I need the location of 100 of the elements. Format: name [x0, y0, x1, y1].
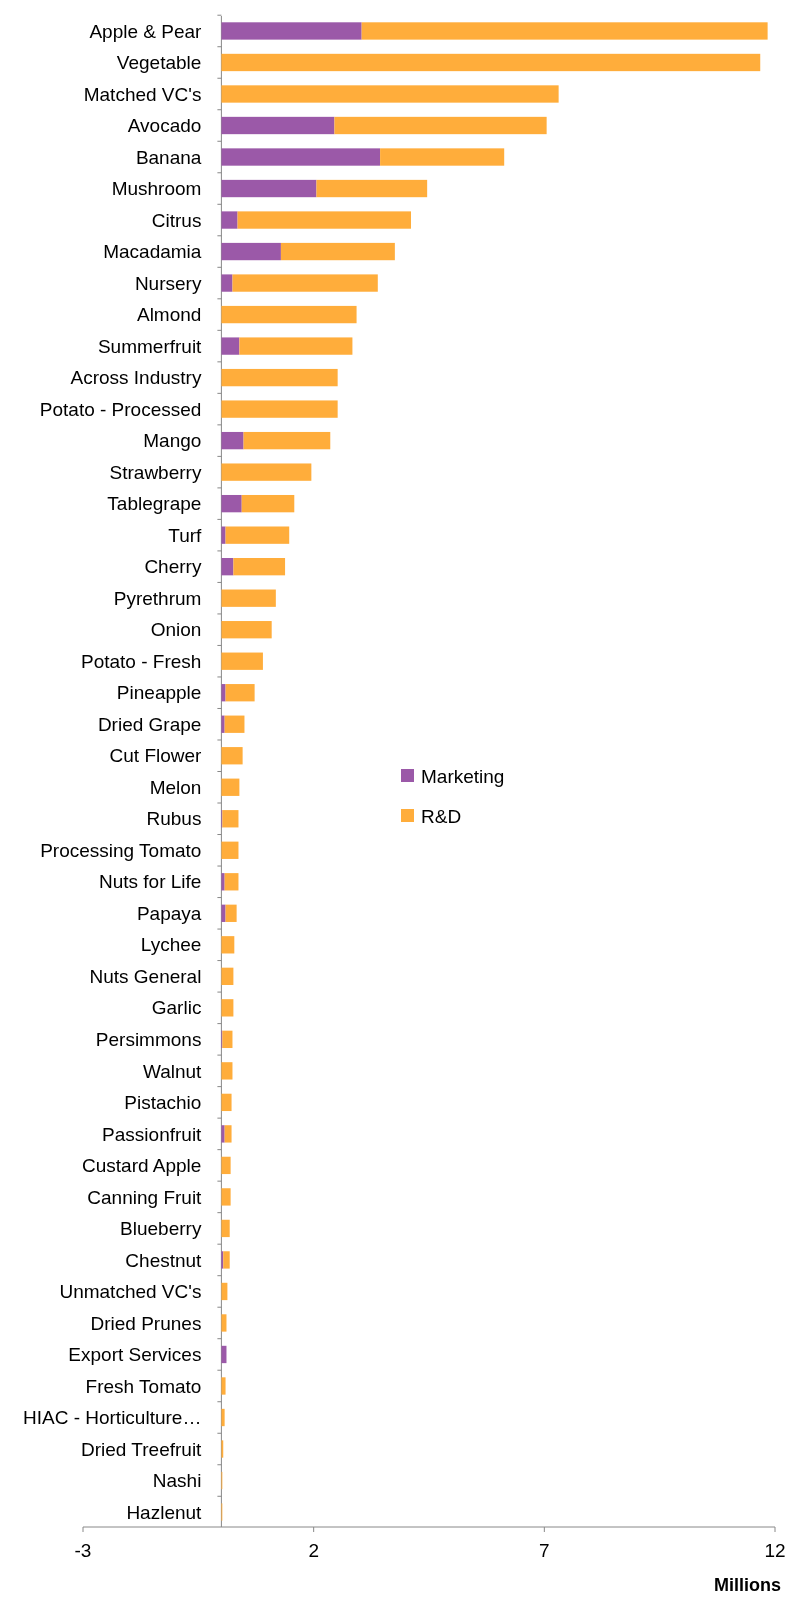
x-tick-label: 2 [308, 1540, 319, 1561]
bar [221, 1219, 230, 1238]
bar [221, 85, 559, 103]
bar [221, 778, 240, 796]
legend-label: R&D [421, 805, 462, 827]
bar [221, 1314, 227, 1332]
bar [221, 1188, 231, 1206]
bar [243, 431, 331, 450]
bar [221, 53, 761, 72]
bar [225, 684, 255, 702]
bar [221, 494, 242, 513]
bar [221, 400, 338, 418]
y-tick-label: Almond [136, 304, 202, 326]
bar [221, 1408, 225, 1427]
x-tick-label: 12 [764, 1540, 786, 1561]
bar [221, 873, 225, 891]
bar [224, 1125, 232, 1143]
y-tick-label: Tablegrape [107, 493, 202, 515]
bar [221, 1062, 233, 1080]
y-tick-label: Blueberry [120, 1218, 202, 1240]
bar [361, 22, 768, 40]
bar [380, 148, 505, 166]
y-tick-label: Unmatched VC's [59, 1281, 202, 1303]
bar [221, 558, 234, 576]
y-tick-label: Vegetable [116, 52, 202, 74]
y-tick-label: Dried Treefruit [81, 1438, 203, 1460]
bar [221, 305, 357, 324]
bar [221, 179, 317, 198]
bar [221, 368, 338, 387]
y-tick-label: Passionfruit [102, 1123, 203, 1145]
y-tick-label: Fresh Tomato [85, 1375, 202, 1397]
x-axis-title: Millions [714, 1575, 781, 1595]
y-tick-label: Export Services [68, 1344, 202, 1366]
bar [237, 211, 412, 229]
bar [221, 904, 226, 922]
bar [241, 494, 295, 513]
bar [221, 715, 225, 733]
bar [221, 463, 312, 481]
y-tick-label: Summerfruit [97, 335, 203, 357]
bar [221, 1093, 232, 1112]
y-tick-label: Garlic [151, 997, 202, 1019]
bar [221, 242, 281, 261]
y-tick-label: Processing Tomato [40, 839, 202, 861]
bar [221, 652, 263, 670]
bar [222, 1030, 233, 1049]
y-tick-label: Canning Fruit [87, 1186, 203, 1208]
bar [221, 148, 381, 166]
bar [221, 589, 276, 607]
y-tick-label: Dried Prunes [90, 1312, 202, 1334]
bar [224, 873, 239, 891]
y-tick-label: Chestnut [125, 1249, 203, 1271]
y-tick-label: Matched VC's [83, 83, 202, 105]
y-tick-label: Nursery [134, 272, 202, 294]
y-tick-label: Cherry [144, 556, 202, 578]
bar [334, 116, 547, 135]
y-tick-label: Persimmons [95, 1029, 202, 1050]
y-tick-label: Banana [135, 146, 202, 168]
x-tick-label: 7 [539, 1540, 550, 1561]
x-tick-label: -3 [74, 1540, 92, 1561]
bar [221, 116, 335, 135]
y-tick-label: Strawberry [109, 461, 202, 483]
y-tick-label: Lychee [140, 934, 202, 956]
bar [225, 526, 290, 544]
y-tick-label: Turf [168, 524, 203, 546]
bar [221, 747, 243, 765]
bar [221, 999, 234, 1017]
y-tick-label: Nuts General [89, 965, 202, 987]
y-tick-label: Custard Apple [82, 1155, 202, 1177]
bar [221, 526, 226, 544]
bar [221, 841, 239, 859]
y-tick-label: Macadamia [103, 241, 202, 263]
bar [221, 1156, 231, 1175]
y-tick-label: Across Industry [70, 367, 202, 389]
y-tick-label: Hazlenut [126, 1501, 203, 1523]
y-tick-label: Mango [143, 430, 202, 452]
bar [221, 1345, 227, 1364]
bar [221, 1125, 225, 1143]
y-tick-label: Onion [150, 619, 202, 641]
y-tick-label: Potato - Fresh [81, 650, 202, 672]
bar [221, 621, 272, 639]
bar [221, 274, 233, 292]
bar [221, 1282, 228, 1301]
y-tick-label: Nashi [152, 1470, 202, 1492]
y-tick-label: HIAC - Horticulture… [22, 1407, 202, 1429]
y-tick-label: Papaya [136, 902, 202, 924]
bar [221, 967, 234, 985]
bar [221, 684, 226, 702]
bar [224, 715, 245, 733]
bar [280, 242, 395, 261]
bar [221, 22, 362, 40]
y-tick-label: Citrus [151, 209, 202, 231]
bar [222, 810, 239, 828]
y-tick-label: Walnut [142, 1060, 203, 1082]
y-tick-label: Cut Flower [109, 745, 203, 767]
y-tick-label: Pyrethrum [113, 587, 202, 609]
bar [221, 1377, 226, 1395]
bar [221, 337, 240, 355]
bar [233, 558, 286, 576]
bar [316, 179, 428, 198]
y-tick-label: Mushroom [111, 178, 202, 200]
